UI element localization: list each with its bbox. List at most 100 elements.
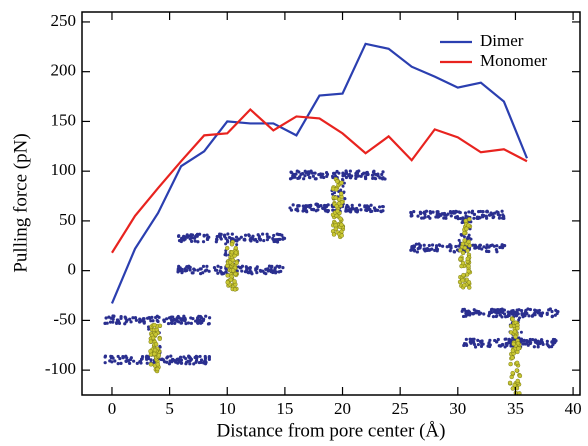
lipid-dot [248, 270, 252, 275]
peptide-dot [153, 332, 158, 337]
lipid-dot [475, 216, 479, 220]
lipid-dot [492, 244, 496, 248]
peptide-dot [458, 248, 463, 253]
lipid-dot [415, 250, 419, 254]
peptide-dot [515, 341, 521, 346]
lipid-dot [119, 315, 123, 319]
lipid-dot [127, 359, 131, 363]
lipid-dot [519, 340, 523, 344]
lipid-dot [215, 235, 219, 239]
lipid-dot [308, 204, 313, 208]
lipid-dot [124, 354, 128, 358]
lipid-dot [442, 216, 446, 220]
lipid-dot [134, 318, 138, 322]
lipid-dot [545, 312, 549, 316]
lipid-dot [349, 208, 353, 212]
lipid-dot [271, 236, 275, 241]
lipid-dot [183, 269, 187, 273]
lipid-dot [140, 319, 144, 323]
lipid-dot [470, 211, 474, 215]
peptide-dot [338, 216, 343, 221]
lipid-dot [255, 271, 259, 275]
lipid-dot [545, 339, 549, 343]
lipid-dot [484, 214, 488, 218]
lipid-dot [465, 343, 469, 347]
lipid-dot [170, 357, 175, 362]
lipid-dot [485, 210, 490, 214]
lipid-dot [343, 197, 347, 201]
lipid-dot [262, 238, 266, 243]
peptide-dot [510, 348, 516, 353]
lipid-dot [410, 214, 414, 218]
peptide-dot [511, 341, 516, 347]
lipid-dot [288, 177, 293, 181]
y-tick-label: 100 [51, 160, 77, 179]
lipid-dot [273, 266, 277, 270]
lipid-dot [468, 313, 472, 317]
lipid-dot [132, 359, 136, 363]
lipid-dot [194, 360, 198, 364]
peptide-dot [230, 268, 236, 273]
lipid-dot [179, 361, 183, 365]
data-line [110, 42, 528, 304]
lipid-dot [197, 314, 201, 318]
lipid-dot [184, 321, 188, 326]
peptide-dot [228, 277, 234, 283]
lipid-dot [497, 344, 501, 348]
lipid-dot [191, 271, 195, 275]
lipid-dot [413, 249, 417, 253]
lipid-dot [184, 356, 188, 361]
lipid-dot [540, 338, 544, 342]
lipid-dot [215, 237, 219, 242]
lipid-dot [185, 233, 189, 237]
lipid-dot [273, 271, 278, 275]
lipid-dot [449, 214, 453, 218]
peptide-dot [510, 370, 515, 376]
lipid-dot [347, 172, 352, 177]
lipid-dot [193, 268, 197, 272]
lipid-dot [473, 246, 478, 250]
lipid-dot [165, 360, 169, 364]
y-axis-label: Pulling force (pN) [10, 133, 31, 272]
lipid-dot [536, 339, 541, 344]
lipid-dot [466, 235, 470, 239]
lipid-dot [192, 236, 197, 240]
lipid-dot [229, 237, 233, 241]
lipid-dot [461, 216, 465, 220]
lipid-dot [112, 314, 116, 318]
lipid-dot [290, 171, 294, 175]
lipid-dot [331, 174, 335, 178]
lipid-dot [277, 265, 281, 269]
lipid-dot [370, 209, 374, 213]
peptide-dot [460, 278, 465, 283]
lipid-dot [519, 337, 524, 341]
lipid-dot [531, 313, 535, 318]
peptide-dot [233, 271, 238, 277]
lipid-dot [428, 209, 432, 214]
lipid-dot [499, 309, 504, 313]
lipid-dot [494, 340, 499, 344]
lipid-dot [342, 190, 346, 194]
lipid-dot [205, 264, 209, 268]
lipid-dot [314, 209, 318, 213]
lipid-dot [547, 308, 551, 312]
lipid-dot [553, 313, 557, 317]
lipid-dot [124, 359, 128, 363]
lipid-dot [489, 307, 494, 312]
lipid-dot [496, 212, 500, 216]
lipid-dot [430, 243, 435, 247]
lipid-dot [517, 318, 521, 322]
lipid-dot [321, 206, 325, 210]
lipid-dot [298, 175, 302, 179]
lipid-dot [445, 245, 449, 249]
lipid-dot [454, 215, 458, 219]
lipid-dot [187, 354, 191, 358]
lipid-dot [495, 210, 499, 214]
peptide-dot [513, 334, 518, 340]
lipid-dot [255, 265, 259, 269]
lipid-dot [333, 191, 337, 195]
peptide-dot [224, 245, 230, 251]
lipid-dot [261, 232, 265, 236]
lipid-dot [206, 237, 210, 241]
lipid-dot [213, 268, 218, 272]
